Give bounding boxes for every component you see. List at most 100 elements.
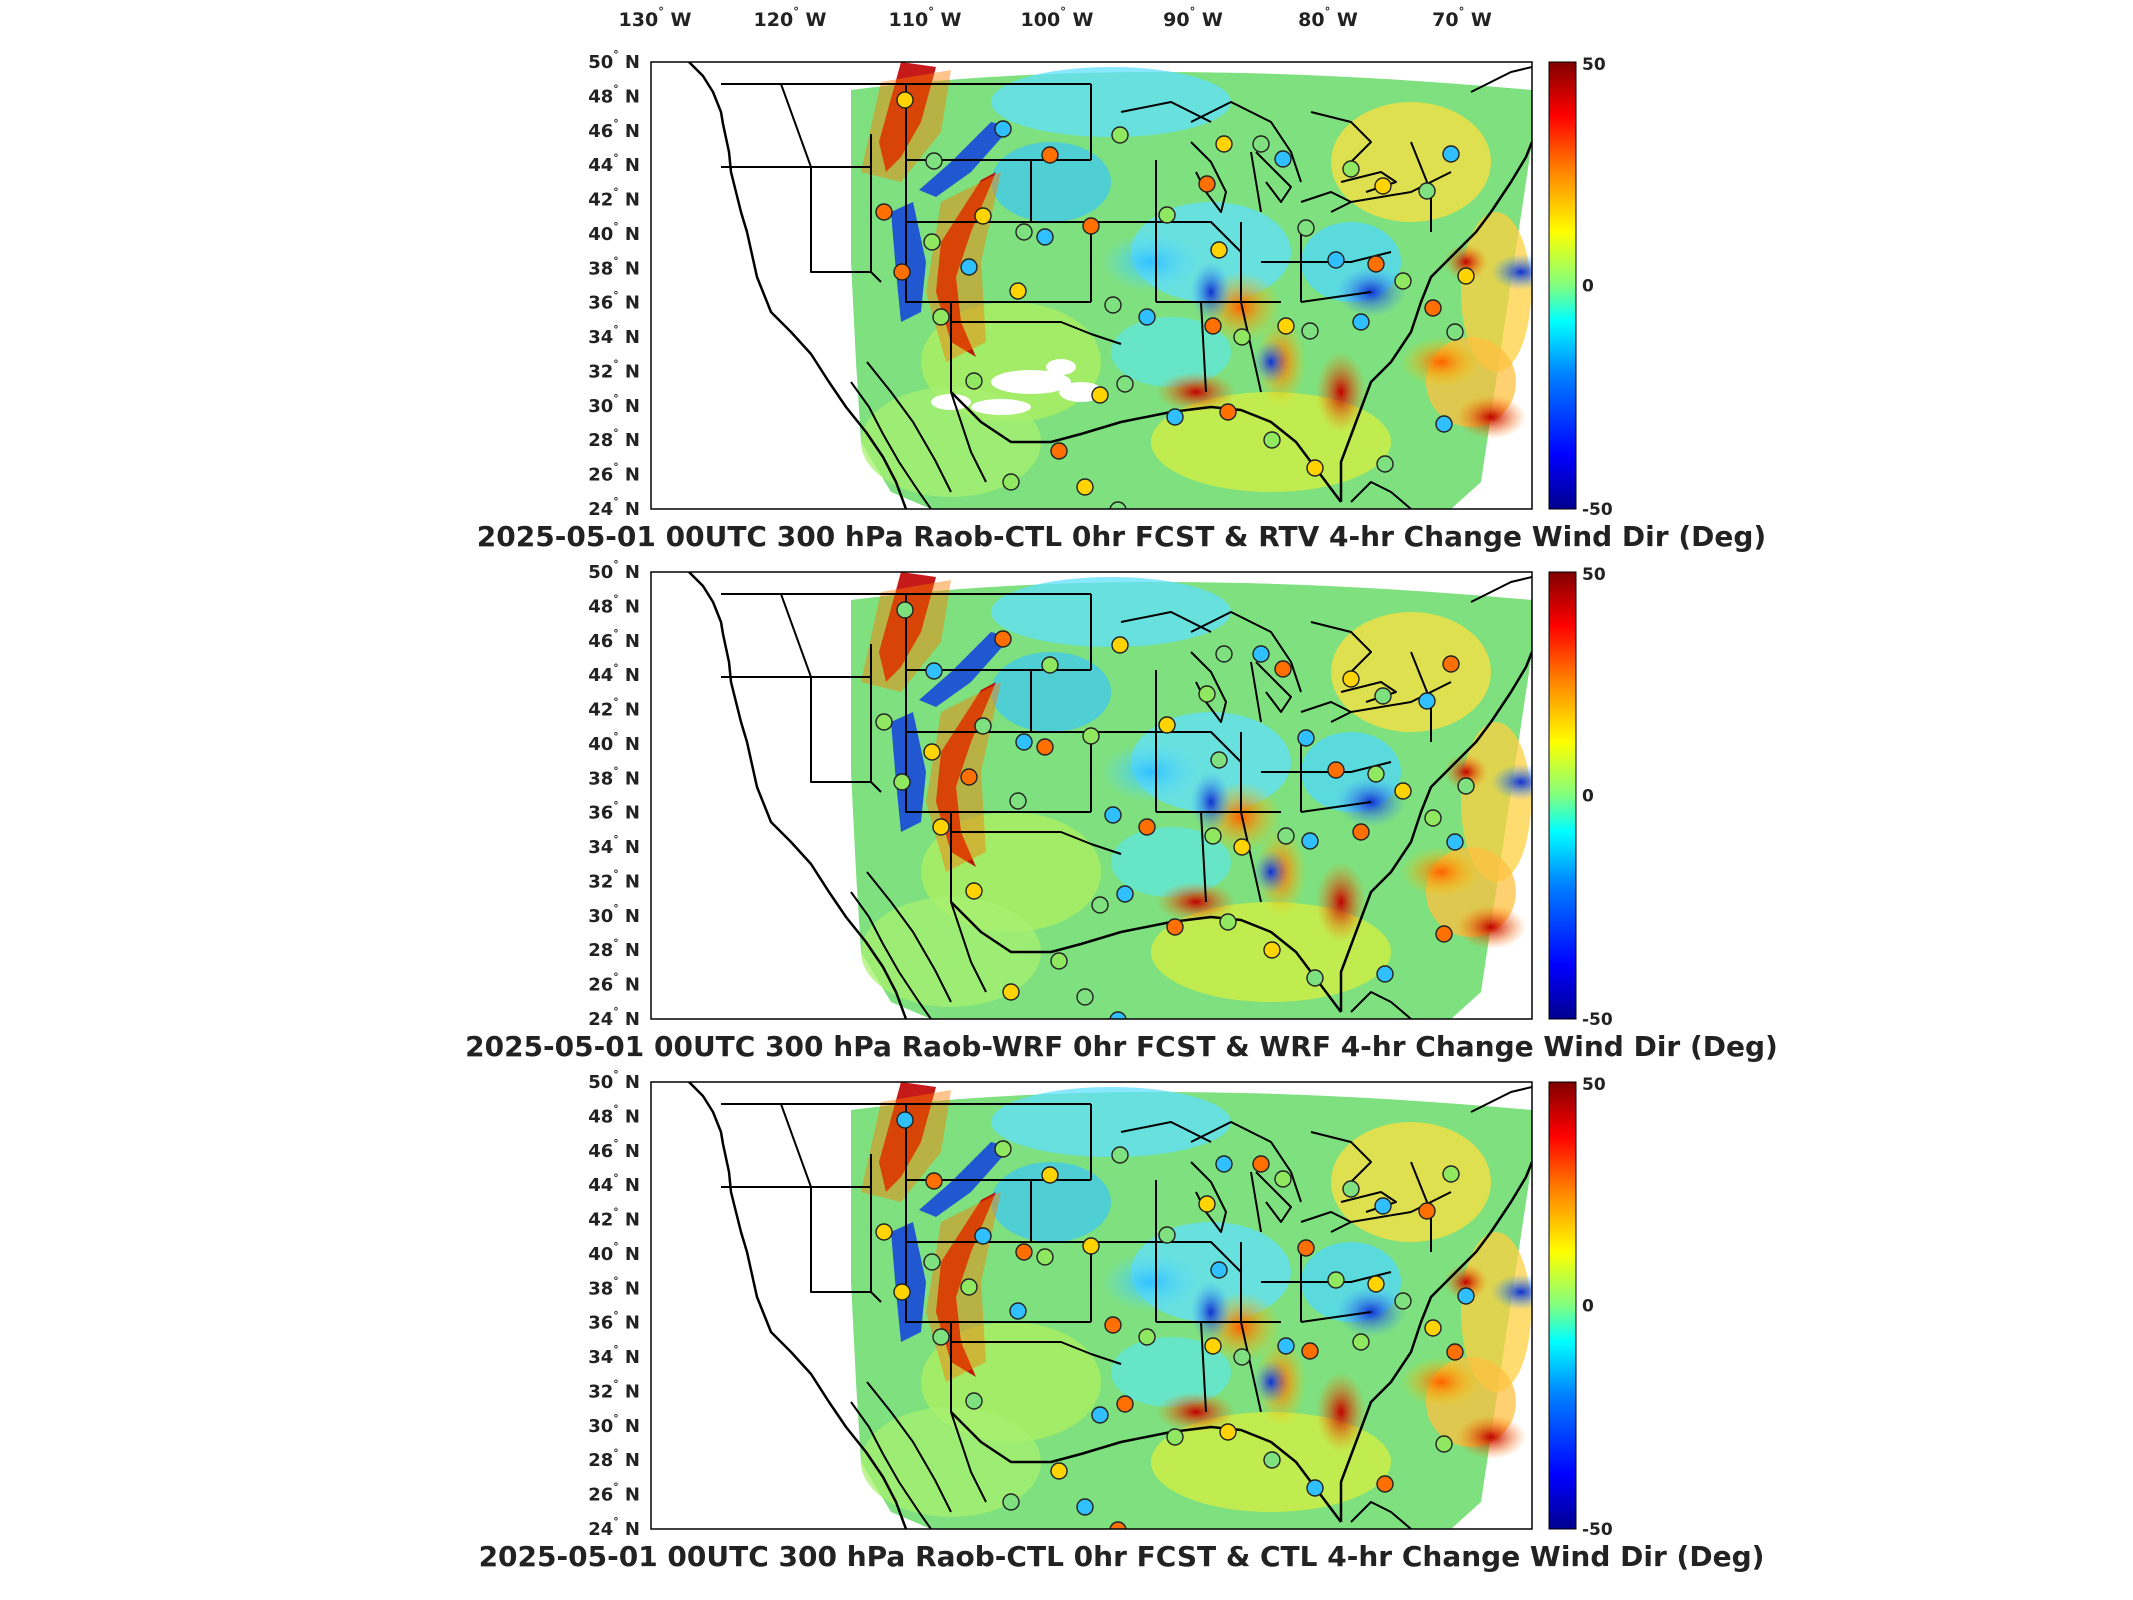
station-marker xyxy=(1394,272,1412,290)
state-border xyxy=(1240,1242,1262,1413)
lat-label-46n: 46° N xyxy=(588,627,640,652)
station-marker xyxy=(1091,1406,1109,1424)
lat-label-32n: 32° N xyxy=(588,358,640,383)
station-marker xyxy=(1015,223,1033,241)
lat-label-34n: 34° N xyxy=(588,323,640,348)
field-area xyxy=(991,1162,1111,1242)
field-area xyxy=(991,142,1111,222)
station-marker xyxy=(1109,501,1127,509)
coastline-west xyxy=(688,62,908,509)
station-marker xyxy=(896,1111,914,1129)
longitude-axis-labels: 130° W 120° W 110° W 100° W 90° W 80° W 70° W xyxy=(619,5,1492,31)
station-marker xyxy=(1138,1328,1156,1346)
station-marker xyxy=(1219,403,1237,421)
station-marker xyxy=(1457,777,1475,795)
station-marker xyxy=(1116,885,1134,903)
state-border xyxy=(810,677,882,793)
station-marker xyxy=(1036,738,1054,756)
lat-label-44n: 44° N xyxy=(588,151,640,176)
station-marker xyxy=(1210,751,1228,769)
lat-label-24n: 24° N xyxy=(588,1005,640,1030)
station-marker xyxy=(1082,217,1100,235)
state-border xyxy=(1261,251,1392,263)
station-marker xyxy=(1274,660,1292,678)
station-marker xyxy=(1342,160,1360,178)
station-marker xyxy=(875,203,893,221)
coastline-baja xyxy=(850,381,932,509)
field-area xyxy=(1331,102,1491,222)
state-border xyxy=(1350,1191,1452,1223)
field-max-band xyxy=(879,62,936,172)
station-marker xyxy=(1002,1493,1020,1511)
lat-label-42n: 42° N xyxy=(588,696,640,721)
lat-label-28n: 28° N xyxy=(588,1446,640,1471)
station-marker xyxy=(1091,386,1109,404)
latitude-axis-labels: 50° N 48° N 46° N 44° N 42° N 40° N 38° N 36° N… xyxy=(588,558,640,1030)
station-marker xyxy=(1277,1337,1295,1355)
station-marker xyxy=(1376,965,1394,983)
map-panels: 50° N 48° N 46° N 44° N 42° N 40° N 38° N 36° N… xyxy=(465,48,1778,1573)
state-border xyxy=(1190,101,1302,183)
station-marker xyxy=(1138,818,1156,836)
lat-label-40n: 40° N xyxy=(588,1240,640,1265)
map-panel-3: 50° N 48° N 46° N 44° N 42° N 40° N 38° N 36° N… xyxy=(479,1068,1765,1573)
station-marker xyxy=(1204,827,1222,845)
station-marker xyxy=(1198,175,1216,193)
lon-label-130w: 130° W xyxy=(619,5,692,31)
field-min-band xyxy=(891,1222,926,1342)
state-border xyxy=(1350,171,1452,203)
station-marker xyxy=(1442,145,1460,163)
lat-label-38n: 38° N xyxy=(588,254,640,279)
station-marker xyxy=(923,1253,941,1271)
station-marker xyxy=(1306,1479,1324,1497)
lat-label-28n: 28° N xyxy=(588,936,640,961)
state-border xyxy=(1250,661,1262,723)
state-border xyxy=(1300,1311,1372,1323)
lat-label-24n: 24° N xyxy=(588,1515,640,1540)
station-marker xyxy=(1306,459,1324,477)
panel-title: 2025-05-01 00UTC 300 hPa Raob-WRF 0hr FC… xyxy=(465,1030,1778,1063)
station-marker xyxy=(1435,415,1453,433)
field-hotspot xyxy=(1253,850,1289,894)
field-area xyxy=(1331,612,1491,732)
station-marker xyxy=(960,768,978,786)
station-marker xyxy=(875,713,893,731)
station-marker xyxy=(1166,408,1184,426)
station-marker xyxy=(1219,1423,1237,1441)
colorbar: 50 0 -50 xyxy=(1548,55,1613,520)
lat-label-50n: 50° N xyxy=(588,1068,640,1093)
coastline-west xyxy=(688,572,908,1019)
lat-label-34n: 34° N xyxy=(588,833,640,858)
station-marker xyxy=(1352,823,1370,841)
station-marker xyxy=(1111,636,1129,654)
station-marker xyxy=(1009,282,1027,300)
station-marker xyxy=(1327,1271,1345,1289)
station-marker xyxy=(896,91,914,109)
field-hotspot xyxy=(1316,862,1366,942)
panel-title: 2025-05-01 00UTC 300 hPa Raob-CTL 0hr FC… xyxy=(477,520,1766,553)
station-marker xyxy=(1138,308,1156,326)
state-border xyxy=(1030,670,1156,733)
station-marker xyxy=(1301,1342,1319,1360)
station-marker xyxy=(1252,135,1270,153)
state-border xyxy=(1250,1171,1262,1233)
lat-label-46n: 46° N xyxy=(588,117,640,142)
lat-label-48n: 48° N xyxy=(588,82,640,107)
station-marker xyxy=(893,773,911,791)
station-marker xyxy=(1050,1462,1068,1480)
state-border xyxy=(1200,301,1207,393)
station-marker xyxy=(1233,838,1251,856)
station-marker xyxy=(1263,941,1281,959)
colorbar-mid-label: 0 xyxy=(1582,787,1594,807)
lon-label-110w: 110° W xyxy=(889,5,962,31)
field-hotspot xyxy=(1401,847,1481,897)
station-marker xyxy=(1233,1348,1251,1366)
station-marker xyxy=(1263,431,1281,449)
lat-label-34n: 34° N xyxy=(588,1343,640,1368)
coastline-baja-gulf xyxy=(866,871,952,1003)
state-border xyxy=(1190,611,1302,693)
map-frame xyxy=(650,61,1533,510)
state-border xyxy=(1030,1180,1156,1243)
station-marker xyxy=(925,662,943,680)
